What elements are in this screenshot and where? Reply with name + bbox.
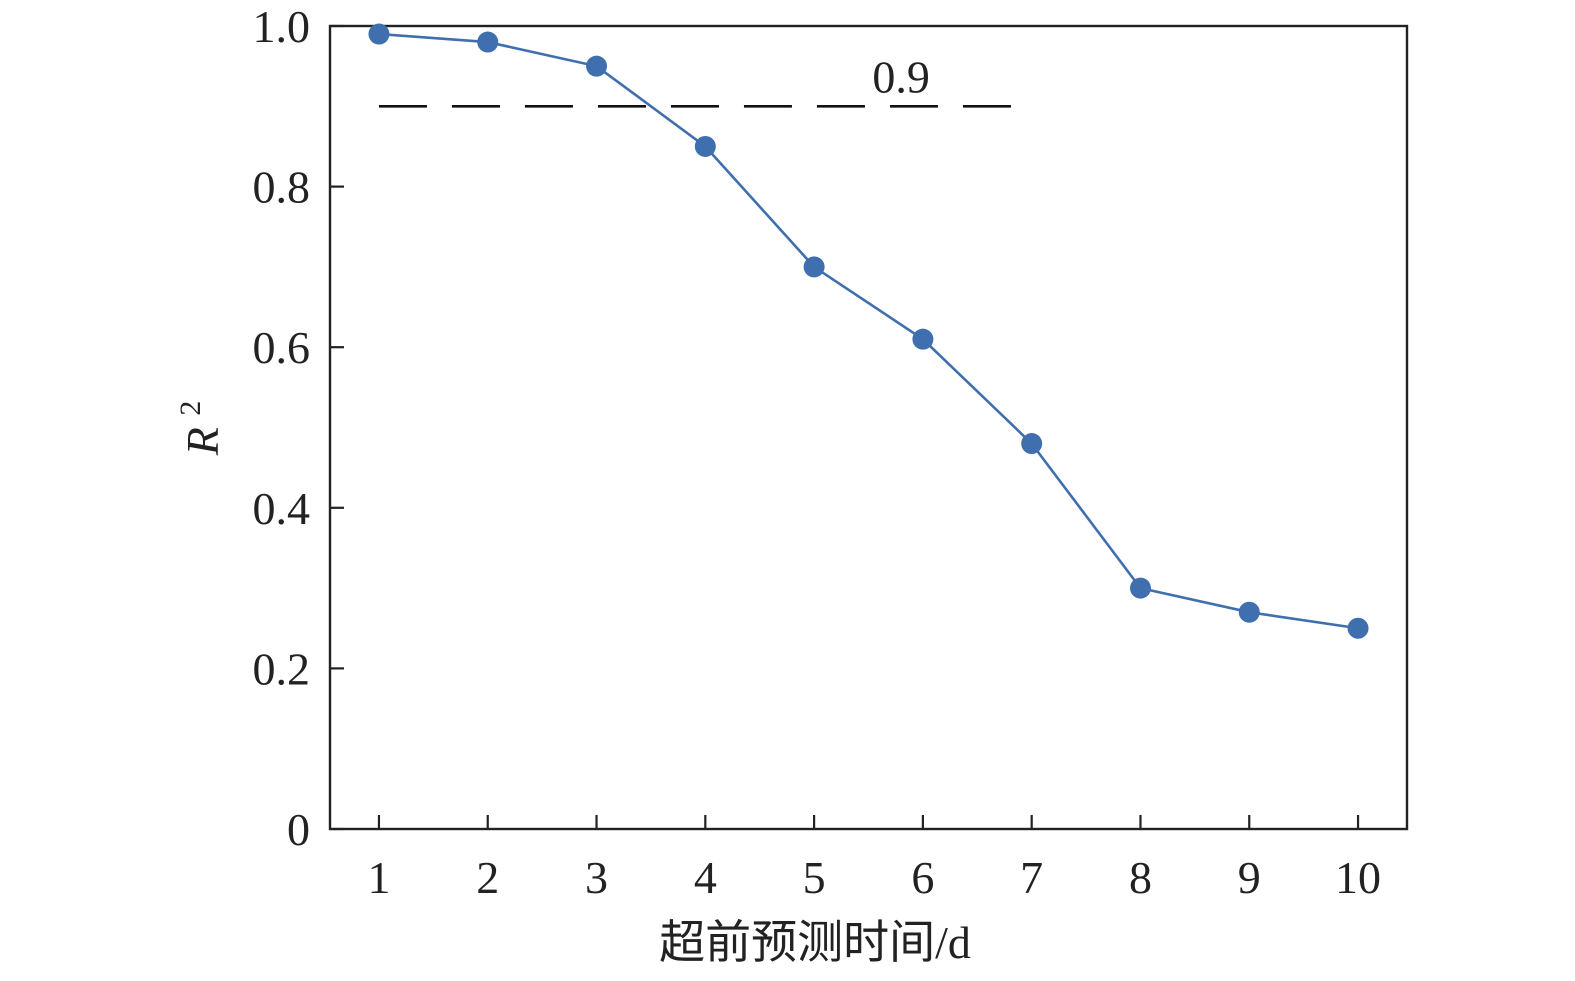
y-tick-label: 0.6 xyxy=(253,322,311,373)
x-tick-label: 5 xyxy=(803,852,826,903)
reference-line-label: 0.9 xyxy=(872,51,930,102)
data-point xyxy=(477,31,499,53)
data-point xyxy=(1129,577,1151,599)
x-tick-label: 10 xyxy=(1335,852,1381,903)
x-tick-label: 1 xyxy=(367,852,390,903)
plot-border xyxy=(328,24,1409,831)
y-tick-label: 1.0 xyxy=(253,1,311,52)
data-point xyxy=(912,328,934,350)
y-tick-label: 0.8 xyxy=(253,162,311,213)
data-point xyxy=(1347,617,1369,639)
x-tick-label: 2 xyxy=(476,852,499,903)
y-axis-title: R 2 xyxy=(174,401,228,457)
y-tick-label: 0 xyxy=(287,804,310,855)
y-axis-title-base: R xyxy=(177,427,228,456)
series-line xyxy=(378,32,1359,630)
x-tick-label: 8 xyxy=(1129,852,1152,903)
x-tick-label: 3 xyxy=(585,852,608,903)
data-point xyxy=(1238,601,1260,623)
plot-frame xyxy=(328,24,1409,831)
y-axis-title-superscript: 2 xyxy=(174,401,207,416)
x-tick-label: 7 xyxy=(1020,852,1043,903)
series-group xyxy=(368,23,1369,639)
y-axis-ticks: 0 0.2 0.4 0.6 0.8 1.0 xyxy=(253,1,344,855)
x-tick-label: 9 xyxy=(1238,852,1261,903)
data-point xyxy=(586,55,608,77)
data-point xyxy=(1021,433,1043,455)
x-axis-ticks: 1 2 3 4 5 6 7 8 9 10 xyxy=(367,815,1381,903)
x-axis-title: 超前预测时间/d xyxy=(659,917,971,968)
data-point xyxy=(803,256,825,278)
data-point xyxy=(694,135,716,157)
data-point xyxy=(368,23,390,45)
x-tick-label: 6 xyxy=(911,852,934,903)
x-tick-label: 4 xyxy=(694,852,717,903)
y-tick-label: 0.4 xyxy=(253,483,311,534)
y-tick-label: 0.2 xyxy=(253,643,311,694)
